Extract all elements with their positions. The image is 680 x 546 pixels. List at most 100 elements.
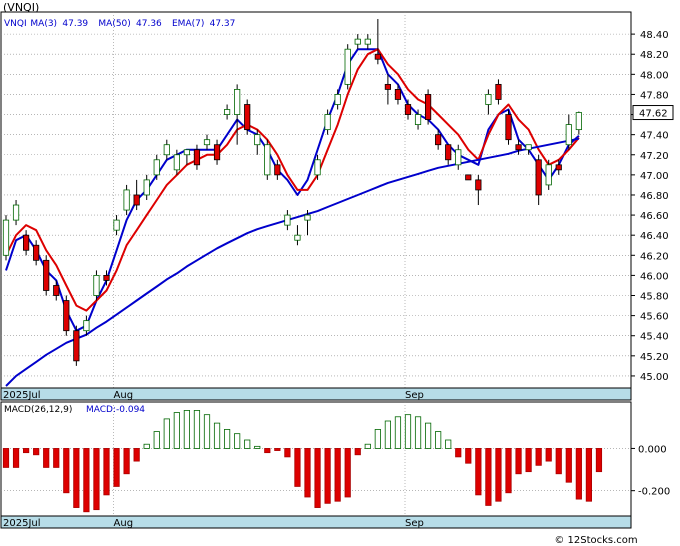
candle-body-down	[374, 53, 381, 60]
indicator-lines	[5, 48, 580, 387]
candle-body-up	[364, 38, 371, 45]
candle-body-up	[183, 149, 190, 156]
candle-body-down	[394, 89, 402, 100]
candle	[445, 144, 452, 165]
price-y-tick-label: 47.20	[640, 151, 669, 162]
macd-x-axis-band	[0, 515, 632, 529]
candle-body-down	[495, 83, 502, 100]
macd-bar-negative	[2, 448, 10, 468]
price-y-tick-label: 45.60	[640, 312, 669, 323]
macd-y-tick-label: 0.000	[638, 444, 667, 455]
legend-value: 47.36	[136, 19, 162, 29]
candle-body-down	[103, 275, 110, 281]
macd-bar-negative	[565, 448, 572, 483]
candle	[435, 129, 442, 150]
candle-body-up	[153, 159, 160, 176]
macd-bar-positive	[234, 433, 241, 449]
candle	[203, 134, 211, 150]
candle	[394, 84, 402, 105]
macd-bar-negative	[113, 448, 120, 487]
candle	[424, 89, 432, 125]
candle	[555, 159, 562, 175]
macd-bar-negative	[12, 448, 20, 468]
candle	[133, 179, 140, 211]
macd-bar-positive	[173, 412, 180, 449]
macd-bar-negative	[314, 448, 321, 508]
candle	[485, 89, 492, 115]
candle-body-up	[334, 94, 341, 105]
candle	[193, 144, 201, 170]
candle-body-down	[445, 144, 452, 161]
candle	[465, 174, 472, 181]
candle-body-down	[274, 164, 281, 176]
candle	[414, 109, 422, 130]
candle-body-up	[354, 38, 361, 45]
last-price-label: 47.62	[632, 105, 674, 121]
candle	[304, 210, 311, 236]
candle-body-down	[33, 244, 40, 261]
price-y-tick-label: 48.20	[640, 50, 669, 61]
price-x-label: Sep	[405, 390, 424, 401]
macd-bar-negative	[354, 448, 361, 456]
candle-body-down	[505, 114, 512, 141]
price-gridlines	[1, 12, 631, 388]
macd-y-tick-label: -0.200	[638, 487, 670, 498]
candle-body-up	[314, 159, 321, 176]
candle-body-down	[384, 83, 392, 90]
price-y-tick-label: 47.40	[640, 131, 669, 142]
price-y-tick-label: 46.20	[640, 251, 669, 262]
macd-bar-negative	[515, 448, 522, 475]
macd-bar-negative	[73, 448, 80, 508]
candle-body-up	[12, 204, 20, 221]
candle-body-up	[203, 139, 211, 146]
price-x-label: 2025Jul	[3, 390, 41, 401]
macd-bar-negative	[294, 448, 301, 487]
price-y-tick-label: 47.80	[640, 90, 669, 101]
candle-body-down	[43, 259, 50, 291]
macd-bar-negative	[133, 448, 140, 462]
legend-value: 47.39	[62, 19, 88, 29]
macd-x-axis-labels: 2025JulAugSepOct	[3, 518, 424, 529]
macd-bar-positive	[254, 445, 261, 449]
price-x-label: Aug	[114, 390, 134, 401]
candle-body-up	[83, 320, 90, 332]
candle	[475, 174, 482, 206]
macd-bar-negative	[525, 448, 532, 473]
macd-bar-negative	[33, 448, 40, 456]
candle	[525, 144, 532, 155]
candle	[93, 270, 100, 301]
candle-body-down	[424, 94, 432, 120]
candle-body-down	[73, 330, 80, 362]
macd-bar-negative	[334, 448, 341, 502]
macd-bar-negative	[575, 448, 582, 500]
candle-body-up	[565, 124, 572, 146]
macd-bar-positive	[193, 410, 201, 449]
candle	[455, 144, 462, 170]
candle-body-down	[63, 300, 70, 332]
legend-label: VNQI	[4, 19, 27, 29]
candle-body-up	[455, 149, 462, 166]
price-y-axis: 48.4048.2048.0047.8047.6047.4047.2047.00…	[631, 30, 669, 383]
candle-body-down	[475, 179, 482, 191]
candle	[163, 139, 170, 160]
macd-bar-positive	[374, 429, 381, 449]
macd-bar-negative	[585, 448, 593, 502]
macd-bar-negative	[284, 448, 291, 458]
macd-value-label: MACD:-0.094	[86, 405, 145, 415]
macd-bar-positive	[364, 443, 371, 449]
legend-label: MA(50)	[98, 19, 130, 29]
candle	[274, 159, 281, 180]
candle-body-up	[525, 144, 532, 151]
candle-body-up	[575, 112, 582, 131]
candle-body-up	[234, 89, 241, 115]
macd-bar-negative	[495, 448, 502, 502]
macd-bar-positive	[394, 416, 402, 449]
macd-bar-negative	[505, 448, 512, 494]
macd-bar-positive	[445, 439, 452, 449]
candle-body-down	[515, 144, 522, 151]
candle	[43, 255, 50, 296]
candle-body-down	[435, 134, 442, 146]
chart-title: (VNQI)	[3, 1, 39, 14]
candle	[344, 44, 351, 90]
